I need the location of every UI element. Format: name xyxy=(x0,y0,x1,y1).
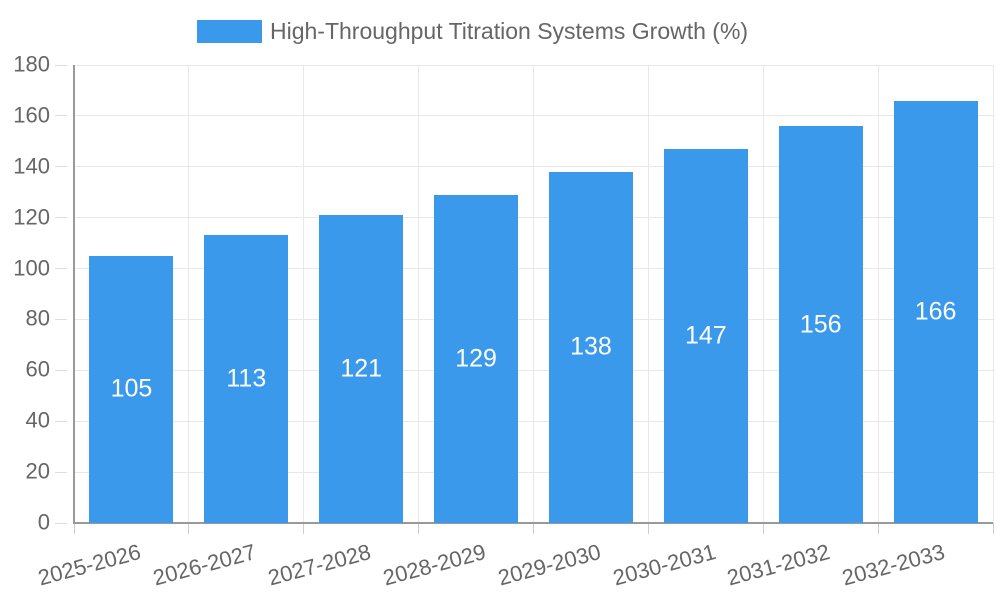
y-axis-label: 60 xyxy=(25,356,50,382)
bar[interactable] xyxy=(548,171,633,523)
y-gridline xyxy=(74,217,993,219)
x-axis-tick xyxy=(188,523,190,534)
y-gridline xyxy=(74,115,993,117)
x-axis-label: 2031-2032 xyxy=(724,539,833,591)
y-gridline xyxy=(74,471,993,473)
y-axis-tick xyxy=(55,115,67,117)
x-axis-label: 2030-2031 xyxy=(609,539,719,591)
bar-value-label: 147 xyxy=(684,321,727,350)
bar[interactable] xyxy=(434,194,519,523)
y-axis-tick xyxy=(55,64,67,66)
bar[interactable] xyxy=(204,235,289,523)
bar[interactable] xyxy=(893,100,978,523)
y-gridline xyxy=(74,268,993,270)
x-axis-tick xyxy=(877,523,879,534)
x-axis-tick xyxy=(303,523,305,534)
x-axis-tick xyxy=(533,523,534,534)
x-gridline xyxy=(418,65,420,523)
legend-label[interactable]: High-Throughput Titration Systems Growth… xyxy=(270,18,749,44)
bar-value-label: 113 xyxy=(226,364,267,393)
y-axis-tick xyxy=(55,420,67,422)
y-gridline xyxy=(74,318,993,320)
y-axis-label: 160 xyxy=(13,102,50,128)
x-axis-line xyxy=(74,522,993,524)
x-axis-tick xyxy=(418,523,420,534)
x-axis-label: 2032-2033 xyxy=(839,539,948,591)
x-axis-label: 2025-2026 xyxy=(35,539,144,591)
x-gridline xyxy=(992,65,994,523)
y-axis-label: 40 xyxy=(25,407,50,433)
y-axis-tick xyxy=(55,471,67,473)
x-gridline xyxy=(188,65,190,523)
x-axis-tick xyxy=(647,523,649,534)
x-axis-tick xyxy=(73,523,75,534)
y-gridline xyxy=(74,369,993,371)
y-axis-tick xyxy=(55,268,67,270)
x-axis-tick xyxy=(992,523,994,534)
bar[interactable] xyxy=(778,126,863,523)
bar-value-label: 156 xyxy=(799,310,842,339)
y-axis-label: 0 xyxy=(37,509,50,535)
x-axis-label: 2027-2028 xyxy=(265,539,374,591)
y-axis-tick xyxy=(55,166,67,168)
y-axis-tick xyxy=(55,369,67,371)
y-axis-label: 80 xyxy=(25,305,50,331)
bar[interactable] xyxy=(89,255,174,523)
x-axis-tick xyxy=(762,523,764,534)
y-axis-label: 120 xyxy=(13,204,50,230)
y-axis-tick xyxy=(55,318,67,320)
y-axis-label: 100 xyxy=(13,255,50,281)
y-axis-tick xyxy=(55,217,67,219)
legend-color-swatch[interactable] xyxy=(197,19,262,43)
bar-value-label: 121 xyxy=(340,354,383,383)
bar-value-label: 166 xyxy=(914,297,957,326)
bar-value-label: 138 xyxy=(570,332,612,361)
y-axis-label: 140 xyxy=(13,153,50,179)
bar-value-label: 129 xyxy=(455,344,497,373)
bar-value-label: 105 xyxy=(110,374,153,403)
y-gridline xyxy=(74,420,993,422)
y-axis-tick xyxy=(55,522,67,524)
y-gridline xyxy=(74,64,993,66)
chart-legend-item[interactable]: High-Throughput Titration Systems Growth… xyxy=(197,16,748,46)
y-gridline xyxy=(74,166,993,168)
bar[interactable] xyxy=(319,215,404,523)
x-gridline xyxy=(533,65,534,523)
x-gridline xyxy=(303,65,305,523)
bar[interactable] xyxy=(663,148,748,523)
x-axis-label: 2026-2027 xyxy=(150,539,259,591)
x-axis-label: 2029-2030 xyxy=(495,539,604,591)
y-axis-label: 180 xyxy=(13,51,50,77)
x-gridline xyxy=(877,65,879,523)
y-axis-label: 20 xyxy=(25,458,50,484)
x-gridline xyxy=(647,65,649,523)
x-axis-label: 2028-2029 xyxy=(380,539,489,591)
x-gridline xyxy=(762,65,764,523)
y-axis-line xyxy=(73,65,75,524)
